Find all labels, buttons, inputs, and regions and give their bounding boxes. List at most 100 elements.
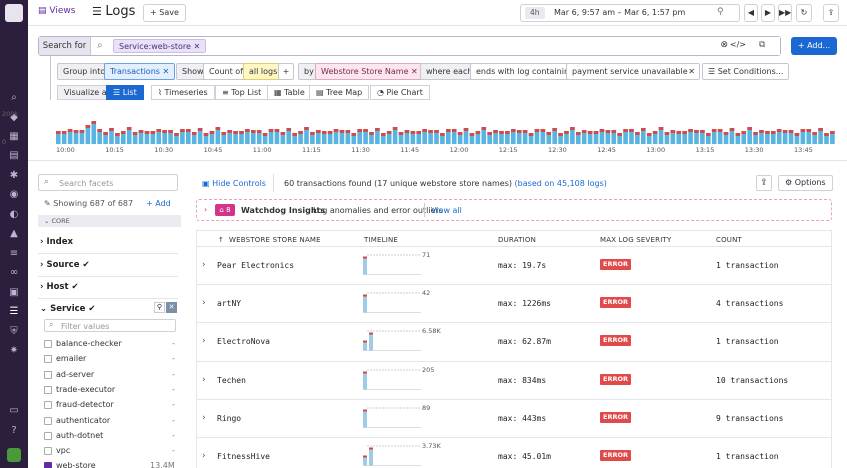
close-icon[interactable]: ✕ — [688, 67, 695, 76]
service-checkbox[interactable] — [44, 340, 52, 348]
filter-values-input[interactable]: ⌕ Filter values — [44, 319, 176, 332]
add-button[interactable]: + Add... — [791, 37, 837, 55]
refresh-icon[interactable]: ↻ — [796, 4, 812, 22]
close-icon[interactable]: ✕ — [193, 42, 201, 51]
service-checkbox[interactable] — [44, 447, 52, 456]
viz-option-list[interactable]: ☰ List — [106, 85, 144, 100]
by-facet-chip[interactable]: Webstore Store Name ✕ — [315, 63, 424, 80]
table-row[interactable]: › FitnessHive max: 45.01m ERROR 1 transactio… — [196, 437, 832, 468]
avatar[interactable] — [7, 448, 21, 462]
viz-option-toplist[interactable]: ≡ Top List — [215, 85, 269, 100]
facet-host[interactable]: › Host ✔ — [40, 282, 79, 292]
service-checkbox[interactable] — [44, 370, 52, 379]
column-header-timeline[interactable]: TIMELINE — [364, 236, 399, 244]
security-icon[interactable]: ⛨ — [10, 326, 18, 337]
chevron-right-icon[interactable]: › — [202, 374, 206, 385]
datadog-logo[interactable] — [5, 4, 23, 22]
timeseries-chart[interactable] — [56, 112, 836, 144]
table-row[interactable]: › Techen max: 834ms ERROR 10 transactions 205 — [196, 360, 832, 399]
notebooks-icon[interactable]: ≡ — [9, 248, 19, 259]
service-checkbox[interactable] — [44, 401, 52, 410]
service-value-name[interactable]: auth-dotnet — [56, 430, 104, 440]
facet-source[interactable]: › Source ✔ — [40, 260, 90, 270]
time-range-picker[interactable]: 4h Mar 6, 9:57 am – Mar 6, 1:57 pm ⚲ — [520, 4, 740, 22]
viz-option-treemap[interactable]: ▤ Tree Map — [309, 85, 370, 100]
service-value-name[interactable]: vpc — [56, 446, 71, 456]
chevron-right-icon[interactable]: › — [202, 451, 206, 461]
ends-with-input[interactable]: payment service unavailable ✕ — [566, 63, 700, 80]
chat-icon[interactable]: ▭ — [9, 405, 19, 416]
chevron-right-icon[interactable]: › — [202, 298, 206, 309]
hide-controls-button[interactable]: ▣ Hide Controls — [202, 179, 266, 188]
table-row[interactable]: › ElectroNova max: 62.87m ERROR 1 transactio… — [196, 322, 832, 360]
column-header-duration[interactable]: DURATION — [498, 236, 537, 244]
service-value-name[interactable]: authenticator — [56, 415, 111, 425]
watchdog-banner[interactable]: › ⌂ 8 Watchdog Insights Log anomalies an… — [196, 199, 832, 221]
search-icon[interactable]: ⌕ — [11, 92, 17, 103]
service-value-name[interactable]: fraud-detector — [56, 400, 114, 410]
chevron-right-icon[interactable]: › — [202, 336, 206, 347]
facet-search-input[interactable]: ⌕ Search facets — [38, 174, 178, 191]
column-header-name[interactable]: WEBSTORE STORE NAME — [229, 236, 321, 244]
viz-option-table[interactable]: ▦ Table — [267, 85, 312, 100]
apm-icon[interactable]: ◐ — [9, 209, 19, 220]
facet-index[interactable]: › Index — [40, 237, 73, 247]
based-on-link[interactable]: (based on 45,108 logs) — [514, 179, 607, 188]
facet-group-core[interactable]: ⌄ CORE — [38, 215, 181, 227]
column-header-severity[interactable]: MAX LOG SEVERITY — [600, 236, 672, 244]
chevron-right-icon[interactable]: › — [202, 412, 206, 423]
close-icon[interactable]: ✕ — [408, 67, 418, 76]
integrations-icon[interactable]: ✱ — [9, 170, 19, 181]
play-icon[interactable]: ▶ — [761, 4, 775, 22]
column-header-count[interactable]: COUNT — [716, 236, 743, 244]
options-button[interactable]: ⚙ Options — [778, 175, 833, 191]
close-icon[interactable]: ✕ — [159, 67, 170, 76]
search-input[interactable]: ⌕ Service:web-store ✕ ⊗ </> — [91, 37, 780, 55]
monitors-icon[interactable]: ◉ — [9, 189, 19, 200]
service-checkbox[interactable] — [44, 462, 52, 468]
clear-filter-icon[interactable]: ✕ — [166, 302, 177, 313]
back-icon[interactable]: ◀ — [744, 4, 758, 22]
pin-icon[interactable]: ⚲ — [717, 7, 724, 17]
service-checkbox[interactable] — [44, 385, 52, 394]
ux-monitoring-icon[interactable]: ✷ — [9, 345, 19, 356]
network-icon[interactable]: ∞ — [9, 267, 19, 278]
logs-icon[interactable]: ☰ — [9, 306, 19, 317]
share-icon[interactable]: ⇪ — [823, 4, 839, 22]
view-all-link[interactable]: View all — [431, 206, 462, 215]
service-value-name[interactable]: ad-server — [56, 369, 95, 379]
add-facet-button[interactable]: + Add — [146, 199, 171, 208]
clear-icon[interactable]: ⊗ — [720, 40, 728, 50]
service-value-name[interactable]: trade-executor — [56, 384, 116, 394]
service-value-name[interactable]: web-store — [56, 461, 96, 468]
watchdog-icon[interactable]: ◆ — [10, 112, 18, 123]
code-icon[interactable]: </> — [729, 40, 746, 49]
add-measure-icon[interactable]: + — [278, 63, 294, 80]
export-icon[interactable]: ⇪ — [756, 175, 772, 191]
dashboards-icon[interactable]: ▦ — [9, 131, 19, 142]
set-conditions-button[interactable]: ☰ Set Conditions... — [702, 63, 790, 80]
forward-icon[interactable]: ▶▶ — [778, 4, 792, 22]
help-icon[interactable]: ? — [11, 425, 17, 436]
viz-option-piechart[interactable]: ◔ Pie Chart — [370, 85, 430, 100]
table-row[interactable]: › artNY max: 1226ms ERROR 4 transactions 42 — [196, 284, 832, 322]
query-chip[interactable]: Service:web-store ✕ — [113, 39, 207, 53]
metrics-icon[interactable]: ▤ — [9, 150, 19, 161]
synthetics-icon[interactable]: ▣ — [9, 287, 19, 298]
table-row[interactable]: › Pear Electronics max: 19.7s ERROR 1 transa… — [196, 246, 832, 284]
service-checkbox[interactable] — [44, 431, 52, 440]
table-row[interactable]: › Ringo max: 443ms ERROR 9 transactions 89 — [196, 398, 832, 437]
service-value-name[interactable]: emailer — [56, 354, 87, 364]
sort-arrow-icon[interactable]: ↑ — [218, 236, 225, 244]
service-checkbox[interactable] — [44, 355, 52, 364]
chevron-right-icon[interactable]: › — [202, 260, 206, 270]
copy-icon[interactable]: ⧉ — [759, 40, 766, 50]
service-value-name[interactable]: balance-checker — [56, 339, 122, 348]
facet-service[interactable]: ⌄ Service ✔ — [40, 304, 96, 314]
group-into-select[interactable]: Transactions ✕ — [104, 63, 176, 80]
infrastructure-icon[interactable]: ▲ — [10, 228, 18, 239]
viz-option-timeseries[interactable]: ⌇ Timeseries — [151, 85, 215, 100]
save-button[interactable]: + Save — [143, 4, 186, 22]
service-checkbox[interactable] — [44, 416, 52, 425]
views-button[interactable]: ▤ Views — [38, 6, 75, 16]
